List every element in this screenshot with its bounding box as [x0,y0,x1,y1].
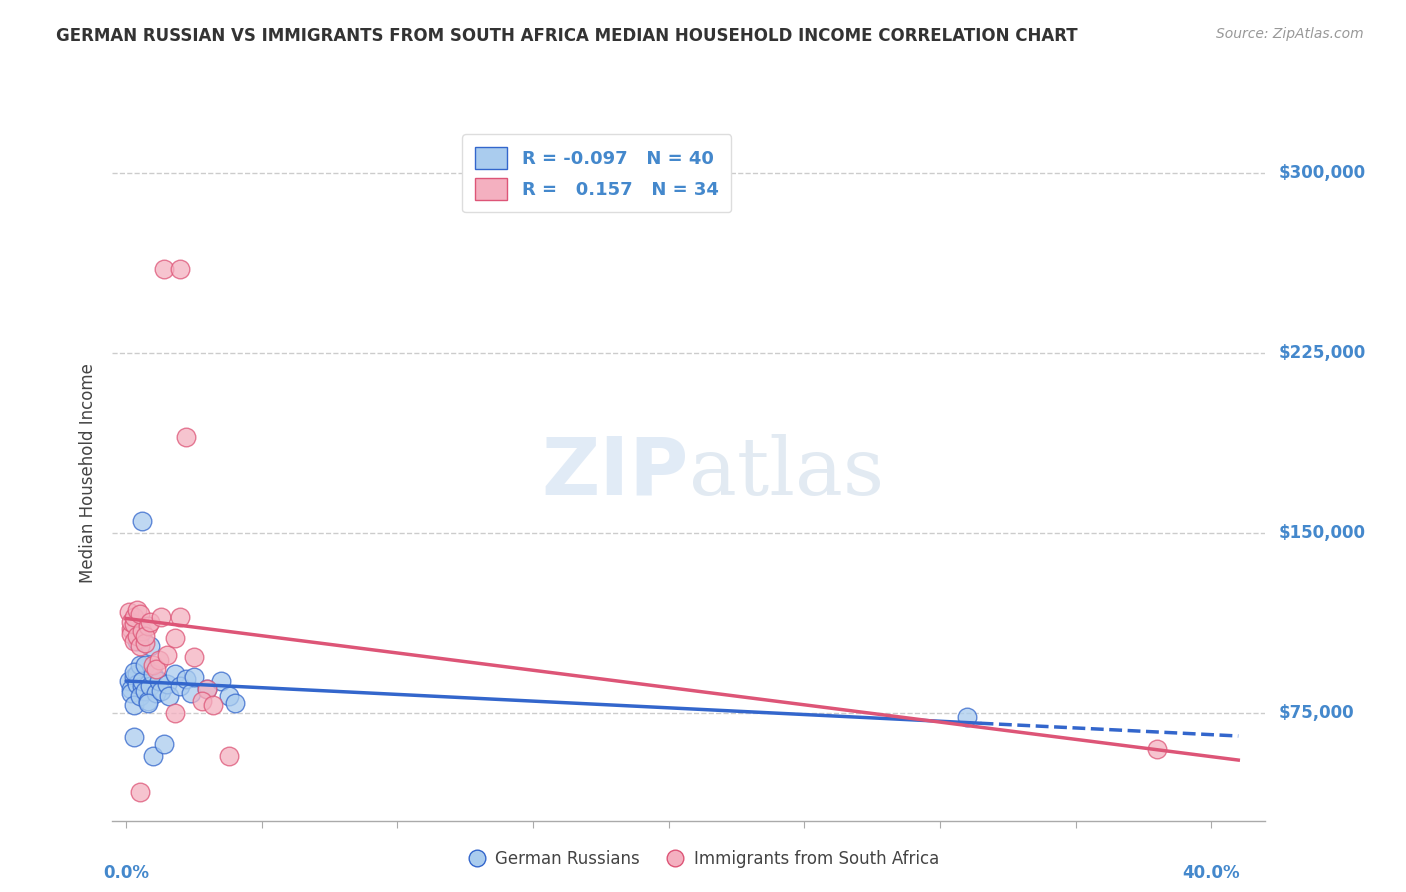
Point [125,629,148,643]
Text: atlas: atlas [689,434,884,512]
Point [139,639,162,653]
Text: 40.0%: 40.0% [1182,863,1240,882]
Point [121,686,143,700]
Point [122,698,145,713]
Point [142,748,165,763]
Point [128,689,150,703]
Point [134,636,156,650]
Point [136,619,159,633]
Point [128,607,150,622]
Point [148,653,170,667]
Point [145,663,167,677]
Point [128,657,150,672]
Point [125,677,148,691]
Point [122,670,145,684]
Point [956,710,979,724]
Point [174,672,197,686]
Text: 0.0%: 0.0% [103,863,149,882]
Text: $75,000: $75,000 [1279,704,1354,722]
Point [183,670,205,684]
Point [118,674,141,689]
Point [150,684,173,698]
Point [134,657,156,672]
Point [122,730,145,744]
Legend: German Russians, Immigrants from South Africa: German Russians, Immigrants from South A… [461,844,945,875]
Text: ZIP: ZIP [541,434,689,512]
Text: GERMAN RUSSIAN VS IMMIGRANTS FROM SOUTH AFRICA MEDIAN HOUSEHOLD INCOME CORRELATI: GERMAN RUSSIAN VS IMMIGRANTS FROM SOUTH … [56,27,1078,45]
Point [128,785,150,799]
Point [153,737,176,751]
Point [125,667,148,681]
Point [201,698,224,713]
Point [128,639,150,653]
Point [163,706,186,720]
Point [128,626,150,640]
Point [122,616,145,631]
Point [131,514,153,528]
Point [134,629,156,643]
Point [150,609,173,624]
Point [121,626,143,640]
Point [136,694,159,708]
Point [148,674,170,689]
Point [139,679,162,693]
Point [122,633,145,648]
Legend: R = -0.097   N = 40, R =   0.157   N = 34: R = -0.097 N = 40, R = 0.157 N = 34 [463,134,731,212]
Point [122,665,145,679]
Point [1146,741,1168,756]
Point [121,681,143,696]
Point [136,696,159,710]
Point [121,615,143,629]
Y-axis label: Median Household Income: Median Household Income [79,363,97,582]
Point [197,681,219,696]
Point [218,748,240,763]
Point [131,674,153,689]
Point [218,689,240,703]
Point [169,679,191,693]
Point [183,650,205,665]
Point [156,677,179,691]
Point [197,681,219,696]
Point [142,667,165,681]
Point [169,261,191,276]
Point [153,261,176,276]
Point [125,602,148,616]
Text: Source: ZipAtlas.com: Source: ZipAtlas.com [1216,27,1364,41]
Point [163,667,186,681]
Point [174,430,197,444]
Text: $150,000: $150,000 [1279,524,1367,541]
Text: $225,000: $225,000 [1279,343,1367,362]
Point [159,689,181,703]
Point [224,696,246,710]
Point [121,622,143,636]
Point [180,686,202,700]
Point [209,674,232,689]
Point [145,686,167,700]
Point [139,615,162,629]
Point [191,694,214,708]
Text: $300,000: $300,000 [1279,164,1367,182]
Point [134,684,156,698]
Point [169,609,191,624]
Point [142,657,165,672]
Point [131,624,153,639]
Point [131,679,153,693]
Point [122,609,145,624]
Point [156,648,179,662]
Point [163,632,186,646]
Point [118,605,141,619]
Point [125,633,148,648]
